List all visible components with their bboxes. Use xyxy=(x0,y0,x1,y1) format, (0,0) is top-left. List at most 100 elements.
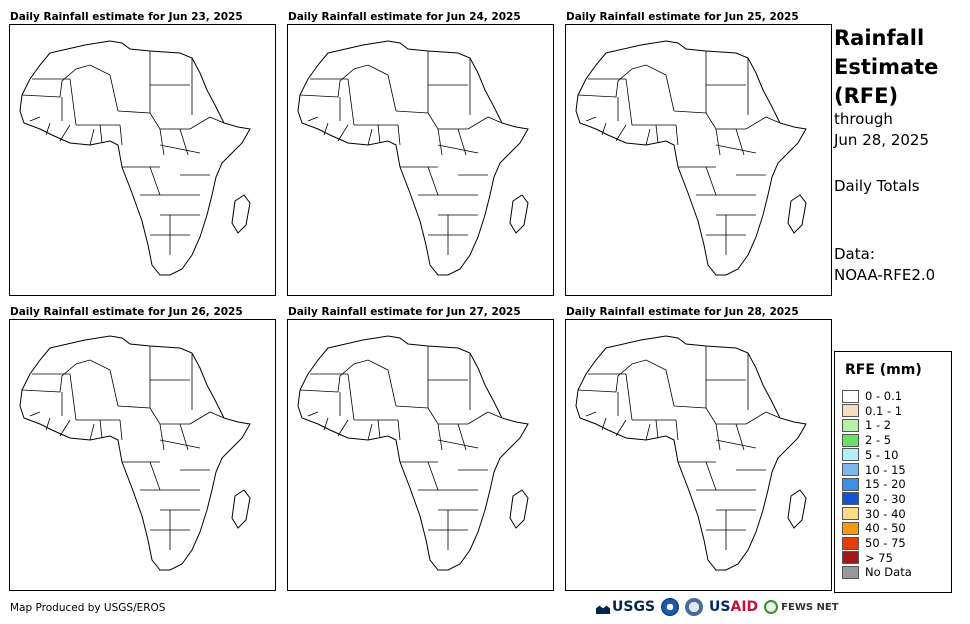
country-border xyxy=(179,128,189,156)
country-border xyxy=(457,128,467,156)
globe-icon xyxy=(764,600,779,614)
country-border xyxy=(437,128,443,156)
legend-swatch xyxy=(842,433,859,447)
map-panel-2 xyxy=(287,24,554,296)
country-border xyxy=(89,128,95,146)
country-border xyxy=(21,64,111,98)
country-border xyxy=(705,112,746,130)
through-date: Jun 28, 2025 xyxy=(834,131,930,149)
legend-label: 5 - 10 xyxy=(865,447,899,462)
country-border xyxy=(665,369,675,407)
country-border xyxy=(149,166,161,196)
panel-title-1: Daily Rainfall estimate for Jun 23, 2025 xyxy=(10,11,243,23)
country-border xyxy=(487,116,503,124)
legend-swatch xyxy=(842,389,859,403)
legend-item: > 75 xyxy=(842,551,893,565)
country-border xyxy=(149,407,190,425)
country-border xyxy=(59,124,71,142)
legend-label: 40 - 50 xyxy=(865,521,906,536)
legend-title: RFE (mm) xyxy=(845,362,922,378)
legend-item: 1 - 2 xyxy=(842,418,891,432)
legend-item: 20 - 30 xyxy=(842,492,906,506)
panel-title-5: Daily Rainfall estimate for Jun 27, 2025 xyxy=(288,306,521,318)
country-border xyxy=(179,423,189,451)
legend-swatch xyxy=(842,448,859,462)
africa-outline xyxy=(19,335,251,571)
country-border xyxy=(397,419,401,441)
panel-title-3: Daily Rainfall estimate for Jun 25, 2025 xyxy=(566,11,799,23)
country-border xyxy=(387,369,397,407)
country-border xyxy=(395,405,429,409)
country-border xyxy=(69,78,77,126)
legend-item: 15 - 20 xyxy=(842,477,906,491)
country-border xyxy=(307,116,319,122)
credit-text: Map Produced by USGS/EROS xyxy=(10,602,166,614)
country-border xyxy=(625,78,633,126)
country-border xyxy=(209,116,225,124)
usgs-logo-text: USGS xyxy=(612,599,656,615)
country-border xyxy=(765,411,781,419)
country-border xyxy=(89,423,95,441)
country-border xyxy=(745,411,767,425)
usgs-wave-icon xyxy=(596,605,610,614)
country-border xyxy=(437,423,443,451)
country-border xyxy=(323,122,329,136)
country-border xyxy=(427,112,468,130)
country-border xyxy=(655,419,659,439)
country-border xyxy=(673,405,707,409)
country-border xyxy=(299,359,389,393)
country-border xyxy=(59,419,71,437)
country-border xyxy=(715,128,721,156)
country-border xyxy=(675,419,679,441)
country-border xyxy=(387,74,397,112)
country-border xyxy=(715,423,721,451)
legend-swatch xyxy=(842,536,859,550)
country-border xyxy=(765,116,781,124)
usaid-logo: USAID xyxy=(709,599,758,615)
country-border xyxy=(577,359,667,393)
map-panel-4 xyxy=(9,319,276,591)
country-border xyxy=(299,64,389,98)
africa-outline xyxy=(575,335,807,571)
country-border xyxy=(745,116,767,130)
legend-swatch xyxy=(842,404,859,418)
legend-swatch xyxy=(842,521,859,535)
country-border xyxy=(735,128,745,156)
country-border xyxy=(99,419,103,439)
usaid-logo-text-b: AID xyxy=(730,599,759,615)
legend-label: 1 - 2 xyxy=(865,418,892,433)
legend-label: 0.1 - 1 xyxy=(865,403,903,418)
map-title-line-3: (RFE) xyxy=(834,84,899,108)
panel-title-4: Daily Rainfall estimate for Jun 26, 2025 xyxy=(10,306,243,318)
through-label: through xyxy=(834,110,893,128)
country-border xyxy=(367,128,373,146)
map-panel-3 xyxy=(565,24,832,296)
country-border xyxy=(577,64,667,98)
country-border xyxy=(715,439,757,449)
legend-item: 50 - 75 xyxy=(842,536,906,550)
country-border xyxy=(625,373,633,421)
country-border xyxy=(437,439,479,449)
legend-swatch xyxy=(842,418,859,432)
country-border xyxy=(377,419,381,439)
legend-item: 0.1 - 1 xyxy=(842,404,902,418)
legend-swatch xyxy=(842,492,859,506)
madagascar-outline xyxy=(787,194,807,234)
fews-net-logo: FEWS NET xyxy=(764,600,839,614)
country-border xyxy=(347,78,355,126)
noaa-logo-icon xyxy=(661,598,680,616)
legend-swatch xyxy=(842,477,859,491)
madagascar-outline xyxy=(509,489,529,529)
country-border xyxy=(69,373,77,421)
legend-label: 30 - 40 xyxy=(865,506,906,521)
data-source: NOAA-RFE2.0 xyxy=(834,266,936,284)
country-border xyxy=(347,373,355,421)
map-panel-1 xyxy=(9,24,276,296)
map-title-line-1: Rainfall xyxy=(834,26,925,50)
country-border xyxy=(487,411,503,419)
legend-swatch xyxy=(842,507,859,521)
country-border xyxy=(45,417,51,431)
madagascar-outline xyxy=(231,194,251,234)
country-border xyxy=(307,411,319,417)
